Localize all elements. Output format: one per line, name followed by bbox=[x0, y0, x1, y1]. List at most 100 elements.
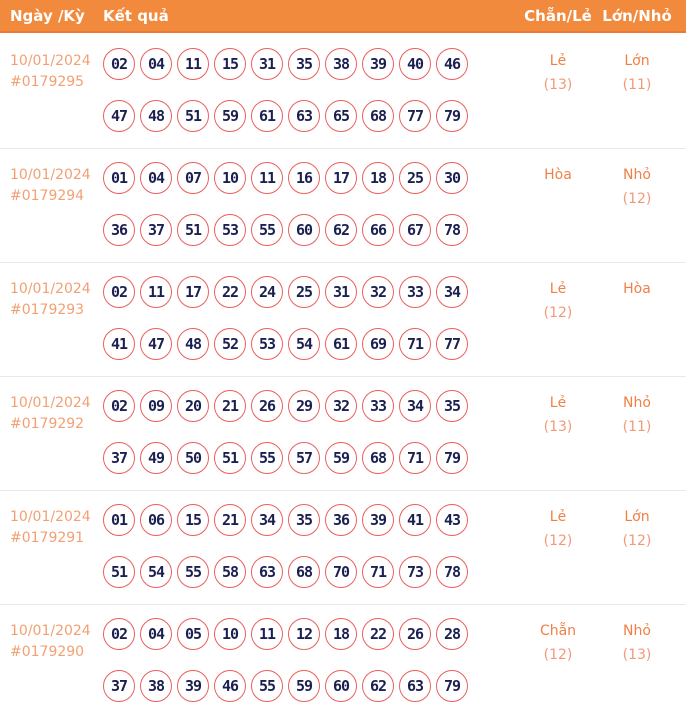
big-small-count: (13) bbox=[622, 647, 652, 663]
draw-period: #0179292 bbox=[10, 416, 85, 432]
date-period-cell: 10/01/2024 #0179295 bbox=[10, 48, 103, 132]
lottery-number-ball: 41 bbox=[399, 504, 431, 536]
lottery-number-ball: 51 bbox=[177, 100, 209, 132]
lottery-number-ball: 70 bbox=[325, 556, 357, 588]
draw-date: 10/01/2024 bbox=[10, 281, 91, 297]
lottery-number-ball: 02 bbox=[103, 276, 135, 308]
lottery-number-ball: 52 bbox=[214, 328, 246, 360]
numbers-line-1: 02 04 05 10 11 12 18 22 26 28 bbox=[103, 618, 518, 650]
lottery-number-ball: 59 bbox=[325, 442, 357, 474]
lottery-number-ball: 41 bbox=[103, 328, 135, 360]
lottery-number-ball: 73 bbox=[399, 556, 431, 588]
date-period-cell: 10/01/2024 #0179292 bbox=[10, 390, 103, 474]
numbers-line-1: 02 09 20 21 26 29 32 33 34 35 bbox=[103, 390, 518, 422]
lottery-number-ball: 55 bbox=[251, 442, 283, 474]
numbers-line-2: 37 38 39 46 55 59 60 62 63 79 bbox=[103, 670, 518, 702]
lottery-number-ball: 20 bbox=[177, 390, 209, 422]
table-row: 10/01/2024 #0179293 02 11 17 22 24 25 31 32 33 34… bbox=[0, 262, 686, 376]
lottery-number-ball: 55 bbox=[251, 214, 283, 246]
lottery-number-ball: 77 bbox=[399, 100, 431, 132]
lottery-number-ball: 69 bbox=[362, 328, 394, 360]
even-odd-cell: Hòa bbox=[518, 162, 598, 246]
lottery-number-ball: 11 bbox=[251, 162, 283, 194]
lottery-number-ball: 24 bbox=[251, 276, 283, 308]
lottery-number-ball: 04 bbox=[140, 162, 172, 194]
numbers-line-1: 01 04 07 10 11 16 17 18 25 30 bbox=[103, 162, 518, 194]
table-row: 10/01/2024 #0179291 01 06 15 21 34 35 36 39 41 43… bbox=[0, 490, 686, 604]
table-header: Ngày /Kỳ Kết quả Chẵn/Lẻ Lớn/Nhỏ bbox=[0, 0, 686, 33]
lottery-number-ball: 65 bbox=[325, 100, 357, 132]
lottery-number-ball: 54 bbox=[140, 556, 172, 588]
lottery-number-ball: 17 bbox=[325, 162, 357, 194]
lottery-number-ball: 38 bbox=[325, 48, 357, 80]
lottery-number-ball: 38 bbox=[140, 670, 172, 702]
lottery-number-ball: 34 bbox=[399, 390, 431, 422]
column-header-date: Ngày /Kỳ bbox=[10, 6, 85, 25]
even-odd-cell: Lẻ (13) bbox=[518, 48, 598, 132]
lottery-number-ball: 63 bbox=[251, 556, 283, 588]
result-numbers-cell: 02 09 20 21 26 29 32 33 34 35 37 49 50 51 55 57 59 68 71 7… bbox=[103, 390, 518, 474]
result-numbers-cell: 01 06 15 21 34 35 36 39 41 43 51 54 55 58 63 68 70 71 73 7… bbox=[103, 504, 518, 588]
lottery-number-ball: 77 bbox=[436, 328, 468, 360]
numbers-line-2: 37 49 50 51 55 57 59 68 71 79 bbox=[103, 442, 518, 474]
lottery-number-ball: 05 bbox=[177, 618, 209, 650]
lottery-number-ball: 79 bbox=[436, 100, 468, 132]
draw-period: #0179291 bbox=[10, 530, 85, 546]
lottery-number-ball: 02 bbox=[103, 390, 135, 422]
date-period-cell: 10/01/2024 #0179294 bbox=[10, 162, 103, 246]
lottery-number-ball: 10 bbox=[214, 162, 246, 194]
lottery-number-ball: 66 bbox=[362, 214, 394, 246]
lottery-number-ball: 39 bbox=[177, 670, 209, 702]
lottery-number-ball: 58 bbox=[214, 556, 246, 588]
numbers-line-2: 41 47 48 52 53 54 61 69 71 77 bbox=[103, 328, 518, 360]
date-period-cell: 10/01/2024 #0179290 bbox=[10, 618, 103, 702]
lottery-number-ball: 78 bbox=[436, 214, 468, 246]
lottery-number-ball: 37 bbox=[103, 442, 135, 474]
lottery-number-ball: 12 bbox=[288, 618, 320, 650]
table-row: 10/01/2024 #0179292 02 09 20 21 26 29 32 33 34 35… bbox=[0, 376, 686, 490]
lottery-number-ball: 33 bbox=[362, 390, 394, 422]
big-small-label: Lớn bbox=[624, 509, 650, 525]
lottery-number-ball: 37 bbox=[140, 214, 172, 246]
lottery-number-ball: 60 bbox=[288, 214, 320, 246]
lottery-number-ball: 48 bbox=[140, 100, 172, 132]
lottery-number-ball: 17 bbox=[177, 276, 209, 308]
lottery-number-ball: 36 bbox=[325, 504, 357, 536]
lottery-number-ball: 46 bbox=[214, 670, 246, 702]
result-numbers-cell: 01 04 07 10 11 16 17 18 25 30 36 37 51 53 55 60 62 66 67 7… bbox=[103, 162, 518, 246]
lottery-number-ball: 59 bbox=[214, 100, 246, 132]
lottery-number-ball: 53 bbox=[251, 328, 283, 360]
even-odd-count: (12) bbox=[543, 647, 573, 663]
lottery-number-ball: 71 bbox=[399, 328, 431, 360]
lottery-number-ball: 63 bbox=[288, 100, 320, 132]
lottery-number-ball: 01 bbox=[103, 504, 135, 536]
lottery-number-ball: 60 bbox=[325, 670, 357, 702]
lottery-number-ball: 68 bbox=[288, 556, 320, 588]
lottery-number-ball: 39 bbox=[362, 504, 394, 536]
big-small-label: Nhỏ bbox=[623, 623, 651, 639]
lottery-number-ball: 31 bbox=[251, 48, 283, 80]
lottery-number-ball: 68 bbox=[362, 100, 394, 132]
numbers-line-2: 36 37 51 53 55 60 62 66 67 78 bbox=[103, 214, 518, 246]
lottery-number-ball: 30 bbox=[436, 162, 468, 194]
draw-date: 10/01/2024 bbox=[10, 509, 91, 525]
table-body: 10/01/2024 #0179295 02 04 11 15 31 35 38 39 40 46… bbox=[0, 33, 686, 718]
even-odd-cell: Lẻ (12) bbox=[518, 276, 598, 360]
draw-date: 10/01/2024 bbox=[10, 395, 91, 411]
numbers-line-1: 02 04 11 15 31 35 38 39 40 46 bbox=[103, 48, 518, 80]
even-odd-cell: Lẻ (12) bbox=[518, 504, 598, 588]
lottery-number-ball: 21 bbox=[214, 504, 246, 536]
draw-date: 10/01/2024 bbox=[10, 53, 91, 69]
draw-date: 10/01/2024 bbox=[10, 167, 91, 183]
lottery-number-ball: 16 bbox=[288, 162, 320, 194]
lottery-number-ball: 43 bbox=[436, 504, 468, 536]
even-odd-count: (12) bbox=[543, 305, 573, 321]
draw-period: #0179294 bbox=[10, 188, 85, 204]
big-small-count: (12) bbox=[622, 191, 652, 207]
lottery-number-ball: 18 bbox=[362, 162, 394, 194]
lottery-number-ball: 34 bbox=[251, 504, 283, 536]
even-odd-count: (13) bbox=[543, 419, 573, 435]
lottery-number-ball: 49 bbox=[140, 442, 172, 474]
even-odd-label: Lẻ bbox=[549, 53, 567, 69]
numbers-line-1: 01 06 15 21 34 35 36 39 41 43 bbox=[103, 504, 518, 536]
